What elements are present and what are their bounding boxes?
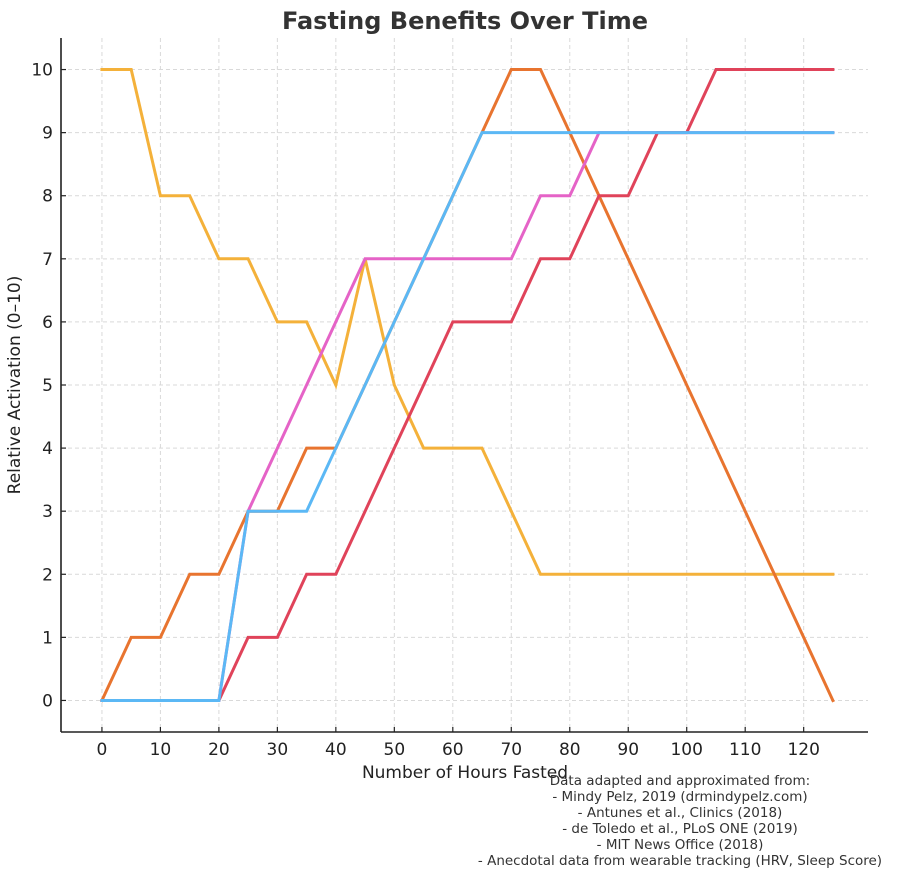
y-tick-label: 2 bbox=[42, 565, 53, 585]
series-pink-line bbox=[100, 131, 835, 702]
source-annotation-line: - de Toledo et al., PLoS ONE (2019) bbox=[562, 821, 798, 837]
y-tick-label: 8 bbox=[42, 187, 53, 207]
y-tick-label: 9 bbox=[42, 124, 53, 144]
y-tick-label: 0 bbox=[42, 691, 53, 711]
x-tick-label: 10 bbox=[150, 740, 172, 760]
x-tick-label: 80 bbox=[559, 740, 581, 760]
y-tick-label: 3 bbox=[42, 502, 53, 522]
y-tick-label: 5 bbox=[42, 376, 53, 396]
axes: 0 10 20 30 40 50 60 70 80 90 100 110 120 0 1 2 3 4 5 6 7 8 9 10 bbox=[31, 38, 868, 760]
x-tick-label: 100 bbox=[670, 740, 702, 760]
y-tick-label: 1 bbox=[42, 628, 53, 648]
source-annotation-line: - MIT News Office (2018) bbox=[597, 837, 764, 853]
y-tick-label: 6 bbox=[42, 313, 53, 333]
x-tick-label: 40 bbox=[325, 740, 347, 760]
source-annotation: Data adapted and approximated from:- Min… bbox=[478, 773, 882, 869]
series-blue-line bbox=[100, 131, 835, 702]
y-tick-label: 7 bbox=[42, 250, 53, 270]
x-tick-label: 120 bbox=[787, 740, 819, 760]
x-tick-label: 30 bbox=[267, 740, 289, 760]
series-group bbox=[99, 68, 835, 703]
x-tick-label: 50 bbox=[384, 740, 406, 760]
x-tick-label: 20 bbox=[208, 740, 230, 760]
x-tick-label: 60 bbox=[442, 740, 464, 760]
source-annotation-line: - Anecdotal data from wearable tracking … bbox=[478, 853, 882, 869]
grid bbox=[61, 38, 868, 732]
x-tick-label: 70 bbox=[500, 740, 522, 760]
source-annotation-line: - Antunes et al., Clinics (2018) bbox=[578, 805, 783, 821]
series-yellow-line bbox=[100, 68, 835, 576]
x-tick-label: 90 bbox=[617, 740, 639, 760]
x-tick-label: 110 bbox=[729, 740, 761, 760]
y-tick-label: 4 bbox=[42, 439, 53, 459]
y-tick-label: 10 bbox=[31, 61, 53, 81]
source-annotation-line: - Mindy Pelz, 2019 (drmindypelz.com) bbox=[552, 789, 807, 805]
x-axis-label: Number of Hours Fasted bbox=[362, 763, 568, 783]
x-tick-label: 0 bbox=[97, 740, 108, 760]
y-axis-label: Relative Activation (0–10) bbox=[5, 276, 25, 495]
source-annotation-line: Data adapted and approximated from: bbox=[550, 773, 810, 789]
series-red-line bbox=[100, 68, 835, 702]
chart-title: Fasting Benefits Over Time bbox=[282, 7, 648, 35]
